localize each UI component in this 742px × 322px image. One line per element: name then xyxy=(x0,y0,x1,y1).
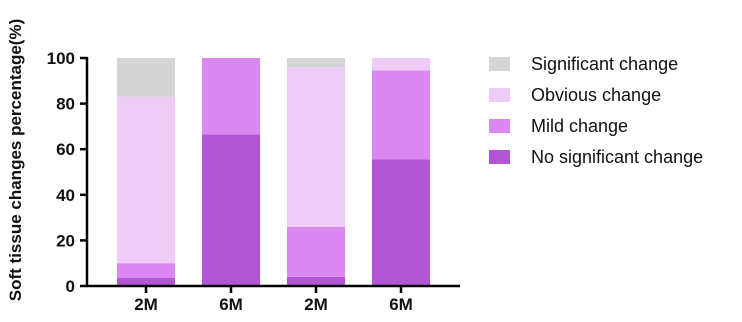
axes-layer xyxy=(85,57,460,288)
bar-segment xyxy=(287,226,345,277)
legend-label: Obvious change xyxy=(531,85,661,105)
legend-label: No significant change xyxy=(531,147,703,167)
bar-segment xyxy=(202,134,260,286)
bar-segment xyxy=(287,58,345,68)
bar-segment xyxy=(117,58,175,97)
ticks-layer: 0 20 40 60 80 100 2M 6M 2M 6M xyxy=(47,49,413,314)
bar-segment xyxy=(117,96,175,264)
x-tick-label: 2M xyxy=(304,295,328,314)
bars-layer xyxy=(117,58,430,286)
bar-segment xyxy=(372,159,430,286)
legend-swatch xyxy=(489,119,510,133)
y-tick-label: 40 xyxy=(56,186,75,205)
bar-segment xyxy=(117,263,175,279)
bar-segment xyxy=(372,58,430,71)
bar-segment xyxy=(202,58,260,135)
bar-segment xyxy=(287,276,345,286)
legend-swatch xyxy=(489,150,510,164)
x-tick-label: 6M xyxy=(219,295,243,314)
legend: Significant change Obvious change Mild cha… xyxy=(489,54,703,167)
y-tick-label: 100 xyxy=(47,49,75,68)
bar-segment xyxy=(287,67,345,227)
legend-swatch xyxy=(489,57,510,71)
y-tick-label: 80 xyxy=(56,95,75,114)
y-tick-label: 60 xyxy=(56,140,75,159)
y-tick-label: 0 xyxy=(66,277,75,296)
x-tick-label: 2M xyxy=(134,295,158,314)
legend-label: Mild change xyxy=(531,116,628,136)
y-axis-title: Soft tissue changes percentage(%) xyxy=(6,19,25,301)
y-tick-label: 20 xyxy=(56,231,75,250)
bar-segment xyxy=(372,70,430,160)
bar-segment xyxy=(117,278,175,286)
legend-swatch xyxy=(489,88,510,102)
legend-label: Significant change xyxy=(531,54,678,74)
x-tick-label: 6M xyxy=(389,295,413,314)
